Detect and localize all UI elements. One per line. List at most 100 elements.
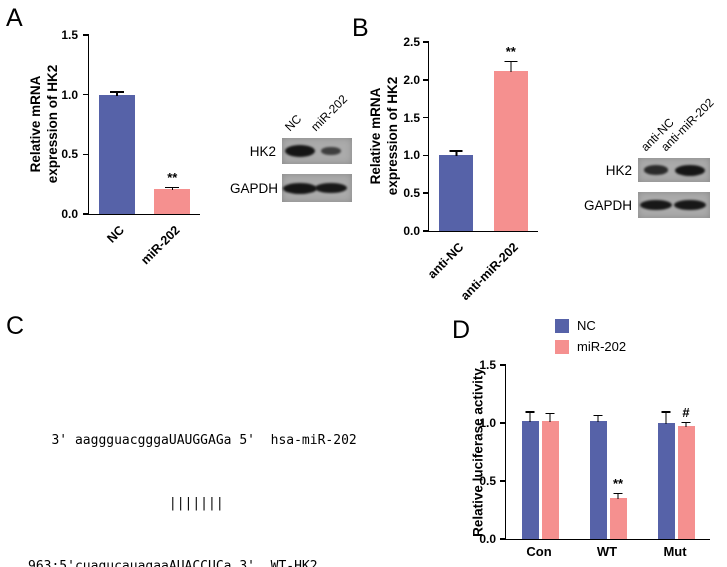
blot-lane-labels: NC miR-202 bbox=[282, 88, 352, 136]
y-axis-label-line: Relative mRNA bbox=[368, 87, 383, 185]
y-tick-label: 0.5 bbox=[403, 186, 420, 201]
blot-box bbox=[282, 174, 352, 202]
y-tick-mark bbox=[82, 213, 89, 215]
bars-area: ** # bbox=[506, 365, 710, 539]
error-bar-stem bbox=[455, 150, 457, 157]
protein-band bbox=[314, 182, 348, 194]
y-tick-label: 2.5 bbox=[403, 35, 420, 49]
y-tick-label: 1.0 bbox=[479, 416, 496, 430]
blot-row: HK2 bbox=[230, 138, 400, 164]
bar-group: ** bbox=[145, 170, 201, 214]
error-bar bbox=[545, 412, 555, 422]
x-axis-labels: Con WT Mut bbox=[505, 542, 710, 566]
blot-rows: HK2 GAPDH bbox=[230, 138, 400, 212]
error-bar bbox=[525, 411, 535, 422]
error-bar-stem bbox=[116, 91, 118, 96]
x-category-label: Con bbox=[526, 544, 552, 559]
mirna-sequence: 3' aaggguacgggaUAUGGAGa 5' bbox=[28, 433, 255, 448]
blot-row-label: HK2 bbox=[605, 162, 632, 178]
y-tick-mark bbox=[82, 93, 89, 96]
bar-group bbox=[506, 411, 574, 539]
protein-band bbox=[321, 146, 341, 156]
bar-group: ** bbox=[484, 44, 539, 231]
y-tick-mark bbox=[499, 480, 506, 482]
error-bar bbox=[593, 414, 603, 422]
y-tick-mark bbox=[422, 116, 429, 119]
x-category-label: Mut bbox=[663, 544, 687, 559]
sequence-alignment: 3' aaggguacgggaUAUGGAGa 5' hsa-miR-202 ||… bbox=[28, 388, 357, 567]
y-tick-mark bbox=[422, 154, 429, 157]
bar: ** bbox=[154, 170, 191, 214]
y-tick-label: 0.0 bbox=[61, 207, 78, 221]
y-tick-mark bbox=[499, 422, 506, 424]
legend-swatch-nc bbox=[555, 318, 569, 333]
y-tick-mark bbox=[422, 230, 429, 232]
x-category-label: anti-miR-202 bbox=[457, 240, 521, 303]
y-axis-label-line: Relative mRNA bbox=[28, 75, 43, 173]
bar bbox=[98, 91, 135, 214]
bar bbox=[657, 411, 675, 539]
error-bar-stem bbox=[597, 414, 599, 422]
y-tick-label: 1.0 bbox=[403, 148, 420, 163]
error-bar-stem bbox=[510, 60, 512, 72]
blot-lane-labels: anti-NC anti-miR-202 bbox=[638, 92, 716, 156]
bars-area: ** bbox=[429, 42, 538, 231]
y-axis-ticks: 0.0 0.5 1.0 1.5 2.0 2.5 bbox=[384, 35, 424, 238]
plot-area: ** bbox=[422, 41, 538, 232]
y-tick-label: 0.0 bbox=[403, 224, 420, 238]
legend-label-mir202: miR-202 bbox=[577, 339, 627, 354]
significance-marker: # bbox=[682, 404, 690, 420]
protein-band bbox=[673, 199, 707, 211]
blot-row: HK2 bbox=[580, 158, 727, 182]
blot-box bbox=[282, 138, 352, 164]
y-axis-ticks: 0.0 0.5 1.0 1.5 bbox=[44, 28, 82, 221]
pairing-bars: ||||||| bbox=[28, 496, 224, 511]
y-tick-label: 0.5 bbox=[61, 147, 78, 162]
mirna-label: hsa-miR-202 bbox=[270, 433, 357, 448]
bar: ** bbox=[493, 44, 528, 231]
wt-label: WT-HK2 bbox=[270, 559, 318, 567]
error-bar-stem bbox=[665, 411, 667, 424]
x-axis-labels: anti-NC anti-miR-202 bbox=[425, 235, 538, 315]
error-bar-stem bbox=[685, 421, 687, 428]
y-tick-label: 2.0 bbox=[403, 72, 420, 87]
panel-a-western-blot: NC miR-202 HK2 GAPDH bbox=[230, 88, 400, 228]
error-bar-stem bbox=[171, 186, 173, 190]
error-bar bbox=[504, 60, 518, 72]
mirna-sequence-line: 3' aaggguacgggaUAUGGAGa 5' hsa-miR-202 bbox=[28, 430, 357, 451]
x-category-label: WT bbox=[596, 544, 618, 559]
wt-sequence: 963:5'cuagucauagaaAUACCUCa 3' bbox=[28, 559, 255, 567]
y-tick-mark bbox=[499, 364, 506, 366]
panel-b-western-blot: anti-NC anti-miR-202 HK2 GAPDH bbox=[580, 92, 727, 252]
y-tick-label: 1.5 bbox=[479, 358, 496, 372]
lane-label: NC bbox=[282, 111, 305, 134]
plot-area: ** # bbox=[499, 364, 710, 540]
panel-a-bar-chart: Relative mRNA expression of HK2 0.0 0.5 1.0… bbox=[0, 8, 250, 293]
protein-band bbox=[284, 145, 315, 157]
x-category-label: miR-202 bbox=[137, 223, 183, 268]
legend-swatch-mir202 bbox=[555, 339, 569, 354]
significance-marker: ** bbox=[505, 43, 516, 59]
legend-item-nc: NC bbox=[555, 318, 626, 333]
bar bbox=[541, 412, 559, 539]
wt-sequence-line: 963:5'cuagucauagaaAUACCUCa 3' WT-HK2 bbox=[28, 556, 357, 567]
error-bar-stem bbox=[529, 411, 531, 422]
lane-label: miR-202 bbox=[308, 92, 351, 134]
error-bar bbox=[449, 150, 463, 157]
bar bbox=[521, 411, 539, 539]
error-bar bbox=[681, 421, 691, 428]
blot-row: GAPDH bbox=[580, 192, 727, 218]
y-tick-label: 0.5 bbox=[479, 474, 496, 488]
panel-label-d: D bbox=[452, 316, 471, 344]
bar bbox=[589, 414, 607, 539]
blot-row-label: GAPDH bbox=[230, 180, 279, 196]
panel-label-a: A bbox=[6, 4, 23, 32]
legend-item-mir202: miR-202 bbox=[555, 339, 626, 354]
y-tick-label: 1.0 bbox=[61, 87, 78, 102]
protein-band bbox=[675, 164, 705, 176]
y-tick-mark bbox=[499, 538, 506, 540]
bar-group bbox=[89, 91, 145, 214]
panel-label-c: C bbox=[6, 312, 25, 340]
plot-area: ** bbox=[82, 34, 201, 215]
significance-marker: ** bbox=[167, 169, 178, 185]
